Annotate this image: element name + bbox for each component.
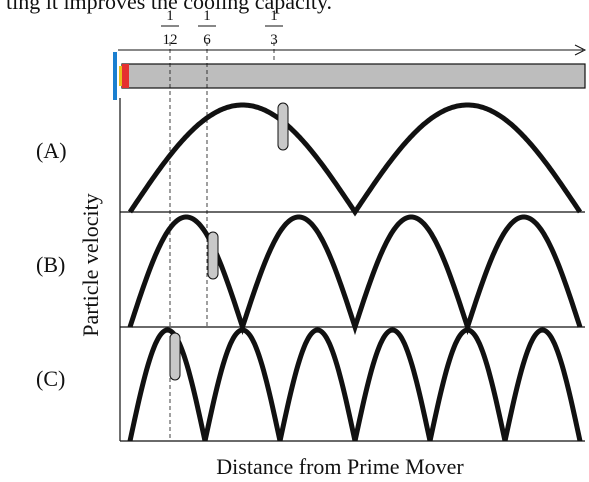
x-axis-label: Distance from Prime Mover — [216, 454, 464, 479]
fraction-denominator: 12 — [163, 32, 178, 48]
panel-label: (B) — [36, 252, 65, 277]
tube — [121, 63, 586, 89]
panel-label: (C) — [36, 366, 65, 391]
velocity-curve — [127, 214, 583, 336]
stack — [119, 66, 122, 86]
fraction-numerator: 1 — [166, 8, 174, 24]
panel-label: (A) — [36, 138, 67, 163]
arrow-head — [574, 44, 587, 56]
velocity-curve — [127, 327, 583, 442]
fraction-denominator: 6 — [203, 32, 211, 48]
particle — [169, 102, 289, 381]
fraction-denominator: 3 — [270, 32, 278, 48]
fraction-numerator: 1 — [203, 8, 211, 24]
prime-mover — [113, 52, 117, 100]
fraction-numerator: 1 — [270, 8, 278, 24]
heater — [122, 64, 129, 88]
y-axis-label: Particle velocity — [78, 193, 103, 337]
header-text: ting it improves the cooling capacity. — [6, 0, 332, 14]
velocity-curve — [127, 102, 583, 217]
